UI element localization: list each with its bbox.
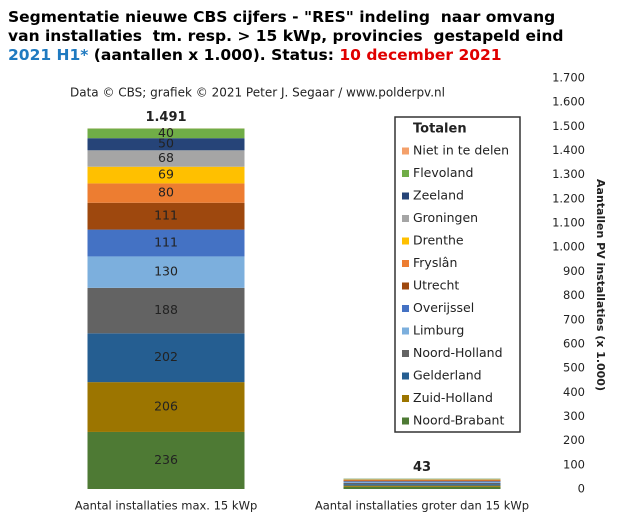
y-tick-label: 1.300 <box>552 167 585 181</box>
y-tick-label: 1.400 <box>552 143 585 157</box>
y-tick-label: 800 <box>563 288 585 302</box>
y-tick-label: 300 <box>563 409 585 423</box>
title-part: (aantallen x 1.000). Status: <box>88 46 339 64</box>
legend-label: Gelderland <box>413 368 482 383</box>
chart-title: van installaties tm. resp. > 15 kWp, pro… <box>8 27 563 45</box>
y-tick-label: 1.600 <box>552 95 585 109</box>
legend-swatch <box>402 170 409 177</box>
bar-segment <box>87 229 245 257</box>
bar-segment <box>87 382 245 432</box>
x-tick-label: Aantal installaties groter dan 15 kWp <box>315 499 529 513</box>
value-label: 130 <box>154 264 178 279</box>
y-tick-label: 0 <box>578 482 585 496</box>
legend-swatch <box>402 350 409 357</box>
bar-segment <box>87 256 245 288</box>
value-label: 202 <box>154 349 178 364</box>
legend-swatch <box>402 282 409 290</box>
bar-segment <box>87 431 245 489</box>
y-tick-label: 700 <box>563 312 585 326</box>
y-tick-label: 500 <box>563 361 585 375</box>
value-label: 111 <box>154 235 178 250</box>
bar-segment <box>87 166 245 184</box>
legend-swatch <box>402 372 409 380</box>
bar-segment <box>87 138 245 151</box>
legend-label: Zeeland <box>413 188 464 203</box>
bar-segment <box>87 183 245 203</box>
legend-label: Noord-Brabant <box>413 413 504 428</box>
bar-segment <box>343 484 501 486</box>
value-label: 111 <box>154 208 178 223</box>
y-tick-label: 400 <box>563 385 585 399</box>
legend-swatch <box>402 417 409 425</box>
value-label: 50 <box>158 136 174 151</box>
legend-swatch <box>402 237 409 245</box>
legend-swatch <box>402 395 409 402</box>
value-label: 68 <box>158 150 174 165</box>
value-label: 236 <box>154 452 178 467</box>
bar-segment <box>87 150 245 167</box>
bar-segment <box>87 128 245 139</box>
x-tick-label: Aantal installaties max. 15 kWp <box>75 499 258 513</box>
y-tick-label: 600 <box>563 336 585 350</box>
value-label: 206 <box>154 399 178 414</box>
y-tick-label: 900 <box>563 264 585 278</box>
legend-swatch <box>402 192 409 200</box>
legend-swatch <box>402 215 409 222</box>
y-tick-label: 100 <box>563 457 585 471</box>
legend-swatch <box>402 260 409 267</box>
subtitle: Data © CBS; grafiek © 2021 Peter J. Sega… <box>70 86 445 100</box>
y-tick-label: 1.000 <box>552 240 585 254</box>
bar-segment <box>343 486 501 489</box>
total-label: 1.491 <box>145 110 186 125</box>
bar-segment <box>343 481 501 483</box>
legend-label: Utrecht <box>413 278 459 293</box>
y-tick-label: 1.700 <box>552 71 585 85</box>
y-axis-title: Aantallen PV installaties (x 1.000) <box>594 179 607 391</box>
legend-label: Noord-Holland <box>413 345 503 360</box>
legend-label: Zuid-Holland <box>413 390 493 405</box>
legend-label: Fryslân <box>413 255 457 270</box>
y-tick-label: 1.500 <box>552 119 585 133</box>
value-label: 69 <box>158 167 174 182</box>
title-part: van installaties tm. resp. > 15 kWp, pro… <box>8 27 563 45</box>
legend-swatch <box>402 327 409 335</box>
legend-label: Drenthe <box>413 233 464 248</box>
total-label: 43 <box>413 460 431 475</box>
title-part: 10 december 2021 <box>339 46 501 64</box>
legend-label: Overijssel <box>413 300 474 315</box>
y-tick-label: 1.100 <box>552 216 585 230</box>
bar-segment <box>343 485 501 487</box>
legend-label: Niet in te delen <box>413 143 509 158</box>
legend-swatch <box>402 147 409 155</box>
legend-box <box>394 116 521 433</box>
value-label: 188 <box>154 302 178 317</box>
y-tick-label: 1.200 <box>552 191 585 205</box>
bar-segment <box>87 333 245 383</box>
value-label: 80 <box>158 185 174 200</box>
legend-label: Flevoland <box>413 165 473 180</box>
y-tick-label: 200 <box>563 433 585 447</box>
legend-label: Groningen <box>413 210 478 225</box>
legend-title: Totalen <box>413 122 467 137</box>
bar-segment <box>343 482 501 485</box>
chart-title: 2021 H1* (aantallen x 1.000). Status: 10… <box>8 46 502 64</box>
legend-label: Limburg <box>413 323 464 338</box>
title-part: Segmentatie nieuwe CBS cijfers - "RES" i… <box>8 8 555 26</box>
bar-segment <box>87 202 245 230</box>
bar-segment <box>87 287 245 334</box>
bar-segment <box>343 480 501 482</box>
title-part: 2021 H1* <box>8 46 88 64</box>
bar-segment <box>343 482 501 483</box>
value-label: 40 <box>158 125 174 140</box>
chart-title: Segmentatie nieuwe CBS cijfers - "RES" i… <box>8 8 555 26</box>
legend-swatch <box>402 305 409 312</box>
